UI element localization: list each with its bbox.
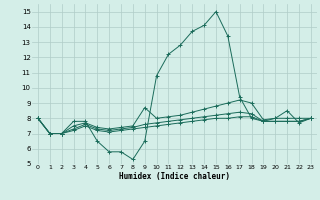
- X-axis label: Humidex (Indice chaleur): Humidex (Indice chaleur): [119, 172, 230, 181]
